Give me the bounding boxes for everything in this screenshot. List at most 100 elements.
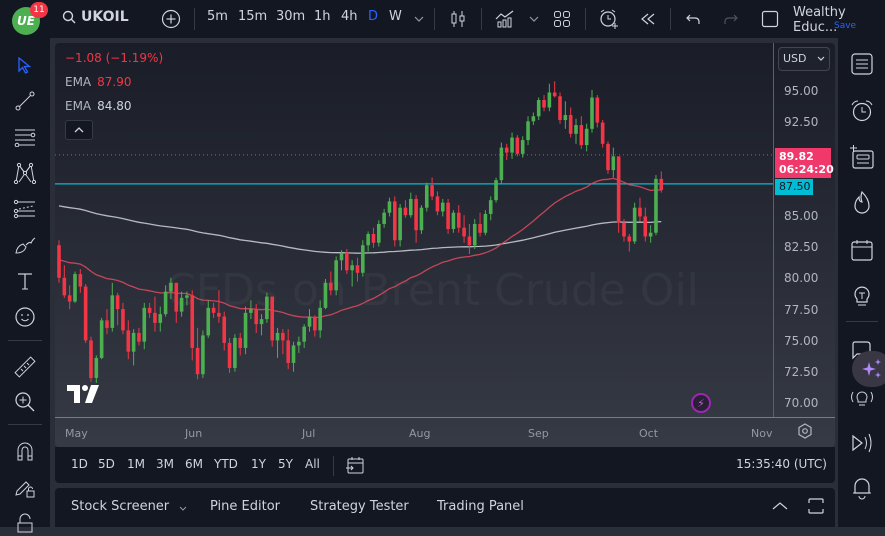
text-tool[interactable] (12, 268, 38, 294)
chart-type-button[interactable] (447, 8, 469, 30)
last-price: 89.82 (779, 150, 814, 163)
ai-assistant-button[interactable] (852, 351, 885, 387)
interval-1h[interactable]: 1h (314, 9, 331, 24)
tradingview-logo[interactable] (67, 385, 99, 403)
maximize-panel-button[interactable] (807, 497, 825, 515)
currency-select[interactable]: USD (778, 47, 830, 71)
zoom-tool[interactable] (12, 389, 38, 415)
range-1d[interactable]: 1D (71, 457, 88, 471)
chevron-down-icon[interactable] (179, 506, 187, 511)
fib-tool[interactable] (12, 124, 38, 150)
watchlist-button[interactable] (848, 50, 876, 78)
redo-button[interactable] (720, 8, 742, 30)
alerts-button[interactable] (848, 97, 876, 125)
candle-body (190, 295, 195, 348)
time-axis[interactable]: May Jun Jul Aug Sep Oct Nov (55, 417, 835, 447)
alert-button[interactable] (598, 8, 620, 30)
chat-icon (852, 341, 871, 360)
interval-4h[interactable]: 4h (341, 9, 358, 24)
chart-settings-button[interactable] (797, 423, 813, 439)
interval-d[interactable]: D (368, 9, 379, 24)
notifications-button[interactable] (848, 474, 876, 502)
ruler-icon (14, 356, 36, 378)
indicators-dropdown[interactable] (523, 8, 545, 30)
interval-30m[interactable]: 30m (276, 9, 306, 24)
collapse-legend-button[interactable] (65, 120, 93, 140)
candle-body (536, 100, 541, 117)
date-range-bar: 1D 5D 1M 3M 6M YTD 1Y 5Y All 15:35:40 (U… (55, 447, 835, 483)
cursor-tool[interactable] (12, 53, 38, 79)
object-tree-button[interactable] (848, 143, 876, 171)
candle-body (398, 207, 402, 241)
compare-symbol-button[interactable] (160, 8, 182, 30)
trendline-tool[interactable] (12, 88, 38, 114)
smiley-icon (15, 307, 35, 327)
range-all[interactable]: All (305, 457, 320, 471)
candle-body (126, 330, 131, 352)
chats-button[interactable] (848, 338, 876, 366)
ema-legend-slow[interactable]: EMA 84.80 (65, 99, 132, 113)
candle-body (579, 125, 584, 146)
add-list-icon (850, 145, 874, 169)
calendar-button[interactable] (848, 236, 876, 264)
candle-body (478, 223, 482, 233)
tab-stock-screener[interactable]: Stock Screener (71, 499, 170, 514)
candle-body (451, 212, 456, 229)
measure-tool[interactable] (12, 354, 38, 380)
pattern-tool[interactable] (12, 160, 38, 186)
candle-body (62, 277, 67, 296)
candle-body (243, 312, 248, 348)
price-chart[interactable] (55, 43, 773, 417)
tab-pine-editor[interactable]: Pine Editor (210, 499, 281, 514)
hotlists-button[interactable] (848, 189, 876, 217)
lightning-icon[interactable]: ⚡ (691, 393, 711, 413)
magnet-tool[interactable] (12, 438, 38, 464)
symbol-search[interactable]: UKOIL (62, 9, 129, 25)
replay-button[interactable] (637, 8, 659, 30)
streams-button[interactable] (848, 384, 876, 412)
candle-body (185, 295, 189, 298)
range-6m[interactable]: 6M (185, 457, 203, 471)
range-5d[interactable]: 5D (98, 457, 115, 471)
expand-panel-button[interactable] (771, 501, 789, 511)
alarm-plus-icon (600, 9, 618, 29)
candle-body (520, 140, 525, 154)
save-button[interactable]: Save (834, 21, 857, 31)
tab-trading-panel[interactable]: Trading Panel (437, 499, 524, 514)
time-tick: May (65, 427, 88, 440)
interval-5m[interactable]: 5m (207, 9, 228, 24)
prediction-tool[interactable] (12, 196, 38, 222)
undo-button[interactable] (682, 8, 704, 30)
candle-body (179, 297, 184, 312)
clock-timezone[interactable]: 15:35:40 (UTC) (736, 457, 827, 471)
fullscreen-toggle[interactable] (759, 8, 781, 30)
candle-body (377, 223, 381, 243)
candle-body (510, 137, 514, 153)
interval-w[interactable]: W (389, 9, 402, 24)
brush-tool[interactable] (12, 232, 38, 258)
bottom-panel: Stock Screener Pine Editor Strategy Test… (55, 488, 835, 527)
voice-button[interactable] (848, 429, 876, 457)
range-1m[interactable]: 1M (127, 457, 145, 471)
trendline-icon (15, 91, 35, 111)
layout-name[interactable]: Wealthy Educ... (793, 5, 846, 35)
lock-drawings-tool[interactable] (12, 474, 38, 500)
range-5y[interactable]: 5Y (278, 457, 293, 471)
goto-date-button[interactable] (345, 455, 365, 475)
ideas-button[interactable] (848, 282, 876, 310)
chart-pane[interactable]: CFDs on Brent Crude Oil −1.08 (−1.19%) E… (55, 43, 835, 447)
interval-15m[interactable]: 15m (238, 9, 268, 24)
range-1y[interactable]: 1Y (251, 457, 266, 471)
icon-tool[interactable] (12, 304, 38, 330)
tab-strategy-tester[interactable]: Strategy Tester (310, 499, 409, 514)
range-ytd[interactable]: YTD (214, 457, 238, 471)
layout-button[interactable] (551, 8, 573, 30)
lock-tool[interactable] (12, 510, 38, 536)
candle-body (83, 286, 88, 341)
indicators-button[interactable] (494, 8, 516, 30)
price-axis[interactable]: USD 95.00 92.50 85.00 82.50 80.00 77.50 … (773, 43, 835, 417)
range-3m[interactable]: 3M (156, 457, 174, 471)
ema-legend-fast[interactable]: EMA 87.90 (65, 75, 132, 89)
candle-body (622, 222, 626, 237)
interval-dropdown-button[interactable] (408, 8, 430, 30)
